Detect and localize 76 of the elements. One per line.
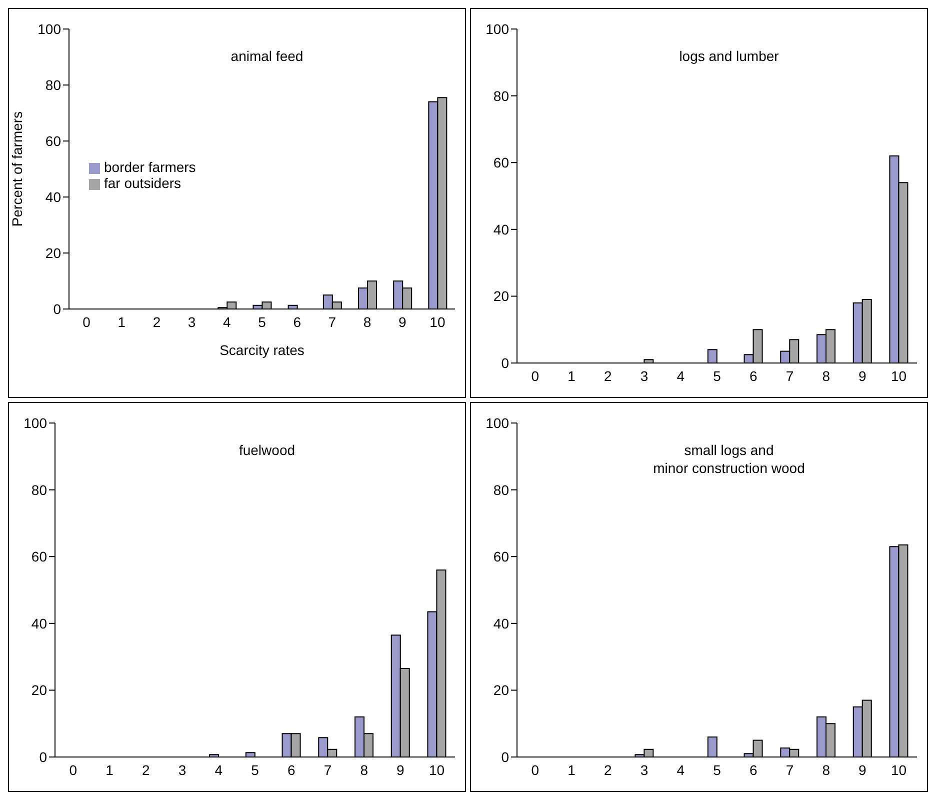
x-tick-label: 6	[749, 762, 758, 778]
legend-label: border farmers	[104, 159, 196, 175]
text: logs and lumber	[678, 47, 780, 65]
y-tick-label: 80	[45, 76, 62, 93]
text: animal feed	[230, 47, 304, 65]
legend-label: far outsiders	[104, 175, 182, 191]
x-tick-label: 8	[360, 762, 368, 778]
x-axis-title: Scarcity rates	[220, 342, 304, 358]
y-tick-label: 100	[38, 20, 62, 37]
y-tick-label: 60	[31, 548, 48, 565]
x-tick-label: 9	[396, 762, 405, 778]
y-tick-label: 0	[501, 354, 510, 371]
x-tick-label: 4	[214, 762, 223, 778]
x-tick-label: 6	[293, 314, 302, 330]
x-tick-label: 5	[258, 314, 266, 330]
x-tick-label: 7	[328, 314, 336, 330]
x-tick-label: 9	[858, 762, 867, 778]
x-tick-label: 4	[223, 314, 232, 330]
y-tick-label: 0	[39, 748, 48, 765]
y-tick-label: 20	[493, 682, 510, 698]
x-tick-label: 10	[891, 762, 907, 778]
x-tick-label: 3	[640, 762, 648, 778]
x-tick-label: 2	[604, 368, 612, 384]
y-tick-label: 20	[31, 682, 48, 698]
text: small logs and minor construction wood	[652, 441, 806, 477]
x-tick-label: 9	[858, 368, 867, 384]
y-tick-label: 100	[24, 414, 48, 431]
y-tick-label: 40	[31, 615, 48, 632]
x-tick-label: 3	[640, 368, 648, 384]
x-tick-label: 2	[152, 314, 161, 330]
x-tick-label: 8	[822, 762, 830, 778]
x-tick-label: 5	[713, 762, 722, 778]
y-tick-label: 40	[45, 188, 62, 205]
text: fuelwood	[238, 441, 296, 459]
x-tick-label: 10	[430, 314, 446, 330]
x-tick-label: 8	[363, 314, 372, 330]
x-tick-label: 1	[568, 762, 576, 778]
y-tick-label: 20	[45, 244, 62, 261]
y-tick-label: 100	[486, 20, 510, 37]
y-tick-label: 80	[493, 482, 510, 498]
y-tick-label: 40	[493, 221, 510, 238]
x-tick-label: 0	[531, 762, 540, 778]
x-tick-label: 1	[568, 368, 576, 384]
x-tick-label: 4	[676, 762, 685, 778]
y-tick-label: 80	[31, 482, 48, 498]
x-tick-label: 9	[398, 314, 406, 330]
y-tick-label: 0	[53, 300, 62, 317]
y-tick-label: 60	[45, 132, 62, 149]
x-tick-label: 1	[118, 314, 126, 330]
x-tick-label: 2	[142, 762, 150, 778]
x-tick-label: 10	[429, 762, 445, 778]
x-tick-label: 6	[749, 368, 758, 384]
y-tick-label: 40	[493, 615, 510, 632]
x-tick-label: 7	[786, 762, 794, 778]
x-tick-label: 3	[178, 762, 186, 778]
x-tick-label: 7	[324, 762, 332, 778]
x-tick-label: 5	[713, 368, 722, 384]
x-tick-label: 0	[69, 762, 78, 778]
y-tick-label: 60	[493, 154, 510, 171]
x-tick-label: 5	[251, 762, 260, 778]
x-tick-label: 0	[531, 368, 540, 384]
x-tick-label: 10	[891, 368, 907, 384]
x-tick-label: 0	[82, 314, 91, 330]
y-axis-title: Percent of farmers	[8, 111, 25, 227]
x-tick-label: 3	[188, 314, 196, 330]
y-tick-label: 100	[486, 414, 510, 431]
y-tick-label: 20	[493, 288, 510, 304]
x-tick-label: 4	[676, 368, 685, 384]
x-tick-label: 1	[106, 762, 114, 778]
y-tick-label: 0	[501, 748, 510, 765]
x-tick-label: 7	[786, 368, 794, 384]
x-tick-label: 6	[287, 762, 296, 778]
y-tick-label: 60	[493, 548, 510, 565]
y-tick-label: 80	[493, 88, 510, 104]
x-tick-label: 8	[822, 368, 830, 384]
x-tick-label: 2	[604, 762, 612, 778]
